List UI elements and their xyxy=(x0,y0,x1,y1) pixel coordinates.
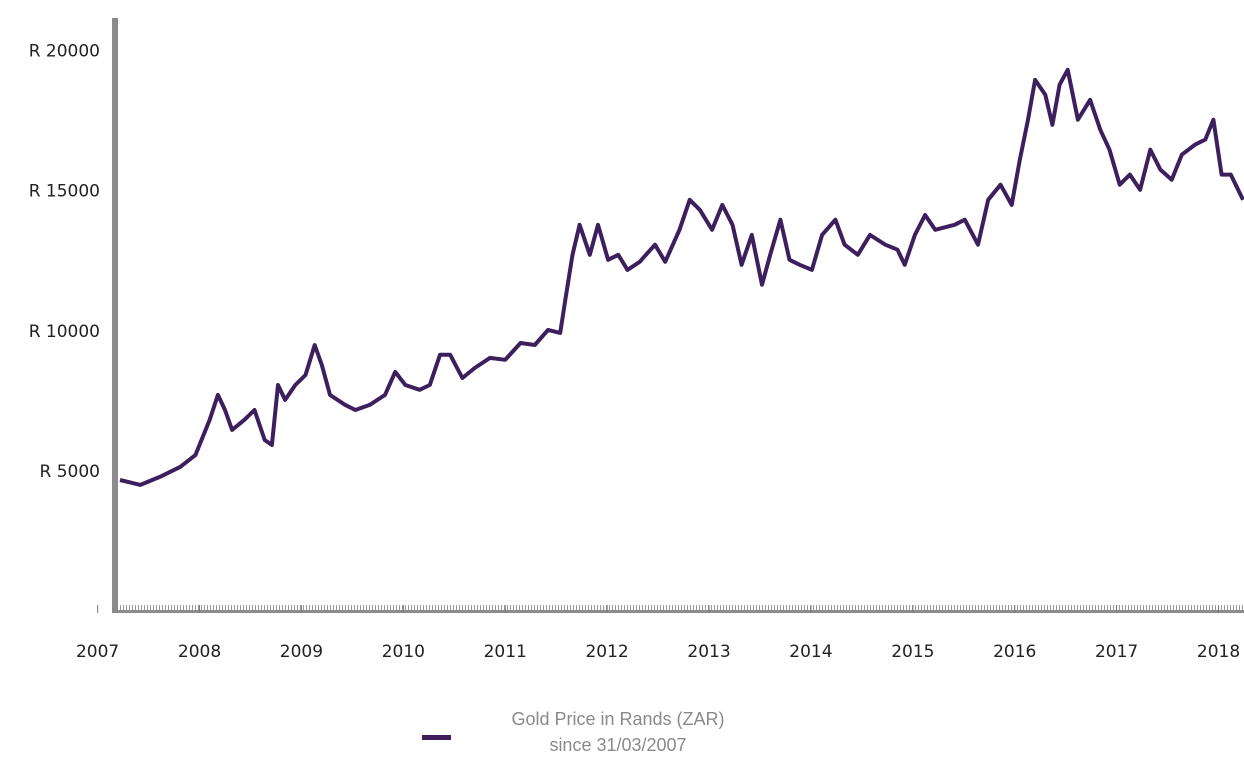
y-tick-label: R 15000 xyxy=(29,182,100,202)
x-tick-label: 2014 xyxy=(789,642,832,662)
x-axis xyxy=(112,610,1244,613)
x-tick-label: 2007 xyxy=(76,642,119,662)
x-tick-label: 2017 xyxy=(1095,642,1138,662)
x-tick-label: 2011 xyxy=(484,642,527,662)
x-tick-label: 2012 xyxy=(585,642,628,662)
y-tick-label: R 20000 xyxy=(29,42,100,62)
x-tick-label: 2016 xyxy=(993,642,1036,662)
legend: Gold Price in Rands (ZAR) since 31/03/20… xyxy=(422,709,725,755)
x-tick-label: 2015 xyxy=(891,642,934,662)
x-tick-label: 2013 xyxy=(687,642,730,662)
x-tick-label: 2018 xyxy=(1197,642,1240,662)
x-axis-minor-ticks xyxy=(118,605,1244,613)
legend-note: since 31/03/2007 xyxy=(549,735,686,755)
x-tick-label: 2009 xyxy=(280,642,323,662)
x-tick-label: 2010 xyxy=(382,642,425,662)
price-line xyxy=(119,67,1244,487)
y-tick-label: R 10000 xyxy=(29,322,100,342)
y-tick-label: R 5000 xyxy=(40,462,100,482)
legend-swatch xyxy=(422,735,451,740)
x-tick-label: 2008 xyxy=(178,642,221,662)
y-axis xyxy=(112,18,118,613)
legend-label: Gold Price in Rands (ZAR) xyxy=(511,709,724,729)
